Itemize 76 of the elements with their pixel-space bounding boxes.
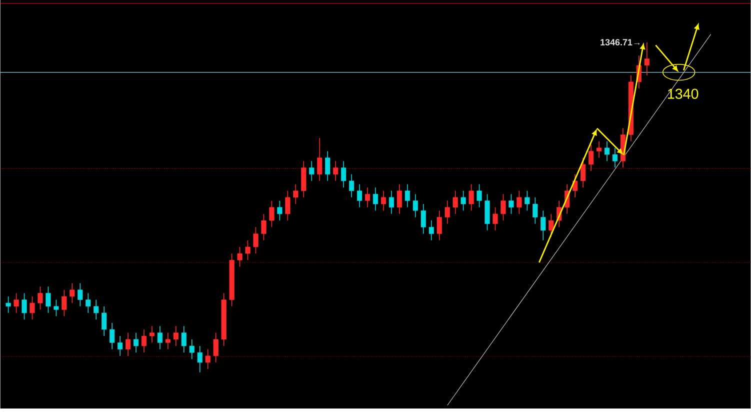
candlestick (173, 326, 178, 347)
candlestick (125, 332, 131, 356)
candlestick (380, 190, 386, 212)
candlestick (293, 184, 298, 205)
candlestick (205, 349, 210, 370)
candlestick (301, 160, 306, 198)
candlestick (444, 200, 450, 224)
candlestick (588, 144, 594, 172)
candlestick (237, 246, 242, 268)
candlestick (412, 194, 418, 218)
candlestick (420, 204, 426, 234)
candlestick (468, 184, 474, 212)
candlestick (572, 174, 578, 198)
candlestick (46, 286, 51, 314)
annotation: 1340 (668, 89, 698, 100)
candlestick (269, 200, 274, 228)
candlestick (388, 190, 394, 215)
candlestick (516, 190, 522, 215)
candlestick (325, 151, 330, 182)
candlestick (38, 286, 43, 310)
candlestick (261, 214, 266, 241)
candlestick (181, 326, 186, 354)
candlestick (540, 210, 546, 241)
candlestick (285, 190, 290, 222)
candlestick (189, 339, 194, 360)
candlestick (644, 42, 650, 76)
candlestick (54, 300, 59, 317)
candlestick (110, 322, 115, 350)
candlestick (6, 296, 11, 314)
candlestick (604, 141, 610, 162)
annotation: 1346.71→ (600, 39, 640, 46)
candlestick (508, 194, 514, 215)
candlestick (133, 332, 139, 354)
candlestick (333, 160, 338, 182)
candlestick (428, 220, 434, 241)
candlestick (149, 326, 155, 344)
candlestick (70, 283, 75, 304)
candlestick (317, 138, 322, 182)
candlestick (580, 158, 586, 188)
candlestick (524, 190, 530, 212)
candlestick (30, 296, 35, 320)
candlestick (492, 207, 498, 232)
candlestick (22, 292, 27, 320)
candlestick (309, 160, 314, 182)
candlestick (452, 190, 458, 215)
candlestick (197, 346, 202, 374)
candlestick (253, 226, 258, 254)
candlestick (356, 184, 362, 208)
candlestick (157, 326, 163, 350)
candlestick (596, 141, 602, 158)
candlestick (612, 148, 618, 168)
candlestick (404, 184, 410, 208)
candlestick (78, 283, 83, 307)
candlestick (364, 187, 370, 208)
candlestick (476, 184, 482, 208)
candlestick (436, 210, 442, 241)
candlestick (102, 306, 107, 337)
candlestick (349, 174, 354, 198)
candlestick (500, 194, 506, 222)
candlestick (213, 332, 218, 364)
candlestick (341, 160, 346, 188)
candlestick (548, 214, 554, 238)
candlestick (14, 292, 19, 314)
candlestick (532, 197, 538, 224)
candlestick (118, 336, 123, 356)
candlestick (62, 290, 67, 317)
candlestick (165, 332, 170, 350)
candlestick (396, 184, 402, 215)
candlestick (86, 292, 91, 314)
candlestick (94, 300, 99, 320)
candlestick (245, 240, 250, 261)
candlestick (277, 200, 282, 222)
candlestick (141, 329, 147, 354)
candlestick (460, 190, 466, 212)
candlestick (372, 187, 378, 212)
candlestick (484, 194, 490, 232)
